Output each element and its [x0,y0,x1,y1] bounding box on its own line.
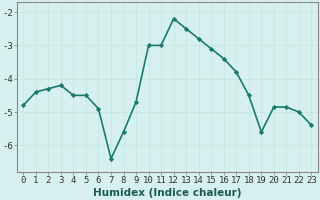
X-axis label: Humidex (Indice chaleur): Humidex (Indice chaleur) [93,188,242,198]
